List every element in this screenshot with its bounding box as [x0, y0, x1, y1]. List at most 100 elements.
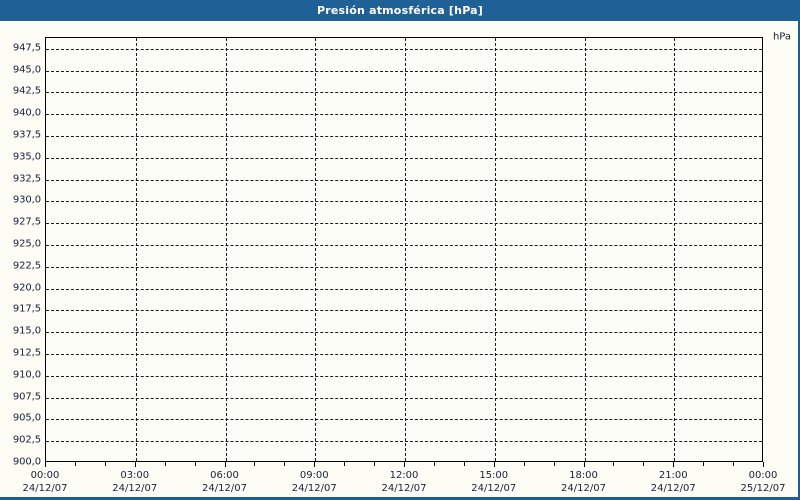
y-axis-tick-label: 915,0 — [12, 325, 41, 337]
window-titlebar: Presión atmosférica [hPa] — [0, 0, 800, 21]
data-series-layer — [46, 38, 763, 462]
gridline-horizontal — [46, 92, 762, 94]
x-tick-date: 24/12/07 — [650, 483, 696, 494]
gridline-vertical — [315, 38, 317, 461]
x-tick-time: 03:00 — [120, 470, 150, 481]
x-axis-tick-label: 00:00 24/12/07 — [23, 469, 68, 495]
x-axis-minor-tick — [733, 462, 735, 466]
x-tick-time: 09:00 — [299, 470, 329, 481]
gridline-horizontal — [46, 310, 762, 312]
x-tick-date: 24/12/07 — [202, 483, 247, 494]
y-axis-tick-label: 930,0 — [12, 194, 41, 206]
x-tick-date: 24/12/07 — [561, 483, 606, 494]
y-axis-tick-label: 935,0 — [12, 151, 41, 163]
x-axis-major-tick — [583, 462, 585, 467]
x-axis-tick-label: 15:00 24/12/07 — [471, 469, 516, 495]
chart-canvas: hPa 947,5 945,0 942,5 940,0 937,5 935,0 932,5 9… — [0, 21, 795, 497]
x-tick-time: 00:00 — [30, 470, 60, 481]
gridline-horizontal — [46, 157, 762, 159]
x-axis-minor-tick — [463, 462, 465, 466]
x-axis-tick-label: 03:00 24/12/07 — [112, 469, 157, 495]
gridline-horizontal — [46, 441, 762, 443]
x-tick-date: 25/12/07 — [740, 483, 786, 494]
gridline-vertical — [494, 38, 496, 461]
x-axis-minor-tick — [164, 462, 166, 466]
gridline-vertical — [584, 38, 586, 461]
x-axis-minor-tick — [374, 462, 376, 466]
x-axis-minor-tick — [284, 462, 286, 466]
x-axis-minor-tick — [523, 462, 525, 466]
gridline-horizontal — [46, 179, 762, 181]
x-tick-date: 24/12/07 — [112, 483, 158, 494]
y-axis-tick-label: 940,0 — [12, 107, 41, 119]
gridline-horizontal — [46, 397, 762, 399]
y-axis-labels: 947,5 945,0 942,5 940,0 937,5 935,0 932,5 930,0… — [0, 21, 45, 497]
x-axis-minor-tick — [553, 462, 555, 466]
gridline-vertical — [135, 38, 137, 461]
gridline-horizontal — [46, 354, 762, 356]
x-tick-time: 18:00 — [569, 470, 598, 481]
x-axis-minor-tick — [74, 462, 76, 466]
gridline-vertical — [225, 38, 227, 461]
x-tick-time: 06:00 — [210, 470, 239, 481]
gridline-horizontal — [46, 332, 762, 334]
x-axis-minor-tick — [613, 462, 615, 466]
x-axis-major-tick — [314, 462, 316, 467]
y-axis-tick-label: 902,5 — [12, 434, 41, 446]
gridline-horizontal — [46, 419, 762, 421]
x-axis-minor-tick — [433, 462, 435, 466]
x-axis-major-tick — [493, 462, 495, 467]
x-axis-major-tick — [763, 462, 764, 467]
x-tick-date: 24/12/07 — [291, 483, 337, 494]
x-axis-tick-label: 12:00 24/12/07 — [382, 469, 427, 495]
x-axis-minor-tick — [104, 462, 106, 466]
y-axis-tick-label: 932,5 — [12, 173, 41, 185]
x-axis-tick-label: 09:00 24/12/07 — [292, 469, 337, 495]
y-axis-tick-label: 927,5 — [12, 216, 41, 228]
x-tick-time: 12:00 — [389, 470, 419, 481]
y-axis-tick-label: 907,5 — [12, 391, 41, 403]
x-axis-minor-tick — [643, 462, 645, 466]
gridline-horizontal — [46, 48, 762, 50]
y-axis-tick-label: 900,0 — [12, 456, 41, 468]
gridline-horizontal — [46, 245, 762, 247]
x-tick-time: 21:00 — [658, 470, 688, 481]
x-axis-tick-label: 18:00 24/12/07 — [561, 469, 606, 495]
x-tick-date: 24/12/07 — [471, 483, 517, 494]
y-axis-tick-label: 920,0 — [12, 282, 41, 294]
x-axis-major-tick — [404, 462, 405, 467]
x-tick-date: 24/12/07 — [22, 483, 68, 494]
gridline-horizontal — [46, 223, 762, 225]
gridline-horizontal — [46, 266, 762, 268]
y-axis-tick-label: 912,5 — [12, 347, 41, 359]
y-axis-tick-label: 922,5 — [12, 260, 41, 272]
gridline-horizontal — [46, 136, 762, 138]
x-tick-time: 15:00 — [479, 470, 509, 481]
y-axis-tick-label: 937,5 — [12, 129, 41, 141]
gridline-horizontal — [46, 288, 762, 290]
x-axis-minor-tick — [344, 462, 346, 466]
x-axis-major-tick — [134, 462, 136, 467]
gridline-vertical — [405, 38, 406, 461]
page-title: Presión atmosférica [hPa] — [316, 4, 484, 17]
gridline-horizontal — [46, 375, 762, 377]
y-axis-tick-label: 925,0 — [12, 238, 41, 250]
x-axis-major-tick — [673, 462, 675, 467]
gridline-vertical — [674, 38, 676, 461]
x-axis-tick-label: 21:00 24/12/07 — [651, 469, 696, 495]
x-tick-time: 00:00 — [748, 470, 778, 481]
x-axis-minor-tick — [194, 462, 196, 466]
x-axis-tick-label: 00:00 25/12/07 — [741, 469, 786, 495]
y-axis-tick-label: 947,5 — [12, 42, 41, 54]
gridline-horizontal — [46, 70, 762, 72]
x-axis-major-tick — [45, 462, 46, 467]
gridline-horizontal — [46, 114, 762, 116]
x-axis-tick-label: 06:00 24/12/07 — [202, 469, 247, 495]
y-axis-tick-label: 942,5 — [12, 85, 41, 97]
x-axis-minor-tick — [703, 462, 705, 466]
y-axis-tick-label: 917,5 — [12, 303, 41, 315]
x-axis-major-tick — [224, 462, 226, 467]
x-axis-minor-tick — [254, 462, 256, 466]
y-axis-tick-label: 945,0 — [12, 64, 41, 76]
